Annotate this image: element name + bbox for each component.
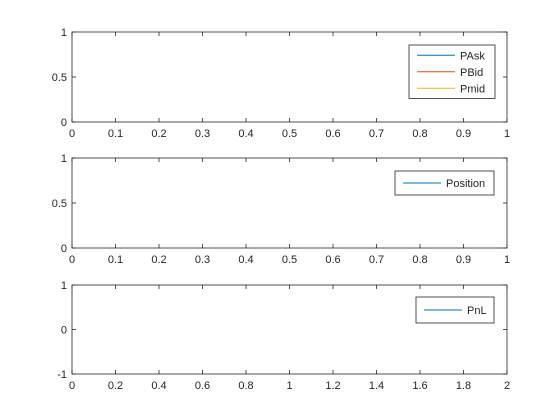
legend-label-pask: PAsk [460, 50, 485, 62]
legend-label-pbid: PBid [460, 67, 483, 79]
x-tick-label: 0.5 [282, 254, 297, 266]
x-tick-label: 0.9 [456, 254, 471, 266]
legend-label-position: Position [446, 178, 485, 190]
y-tick-label: 1 [61, 153, 67, 165]
x-tick-label: 0.8 [412, 128, 427, 140]
x-tick-label: 1.4 [369, 380, 384, 392]
x-tick-label: 0.1 [108, 254, 123, 266]
x-tick-label: 0.3 [195, 128, 210, 140]
legend: PAsk PBid Pmid [408, 44, 496, 99]
x-tick-label: 0.3 [195, 254, 210, 266]
x-tick-label: 0.2 [151, 254, 166, 266]
x-tick-label: 0.6 [325, 128, 340, 140]
y-tick-label: 0.5 [52, 198, 67, 210]
y-tick-label: -1 [57, 369, 67, 381]
legend: Position [394, 170, 495, 196]
y-tick-label: 1 [61, 27, 67, 39]
x-tick-label: 2 [504, 380, 510, 392]
y-tick-label: 0 [61, 117, 67, 129]
x-tick-label: 1 [504, 254, 510, 266]
subplot-2: 0 0.1 0.2 0.3 0.4 0.5 0.6 0.7 0.8 0.9 1 0 0.5 1 Positi… [52, 153, 510, 266]
x-tick-label: 0 [69, 380, 75, 392]
y-tick-label: 0.5 [52, 72, 67, 84]
x-tick-label: 0.8 [412, 254, 427, 266]
y-tick-label: 1 [61, 280, 67, 292]
y-tick-label: 0 [61, 325, 67, 337]
x-tick-label: 0.5 [282, 128, 297, 140]
x-tick-label: 0.1 [108, 128, 123, 140]
x-tick-label: 1.6 [412, 380, 427, 392]
x-tick-label: 1.2 [325, 380, 340, 392]
x-tick-label: 0.4 [238, 128, 253, 140]
y-tick-label: 0 [61, 243, 67, 255]
x-tick-label: 0 [69, 128, 75, 140]
x-tick-label: 1 [504, 128, 510, 140]
legend-label-pmid: Pmid [460, 83, 485, 95]
x-tick-label: 0.9 [456, 128, 471, 140]
x-tick-label: 0.6 [195, 380, 210, 392]
x-tick-label: 1.8 [456, 380, 471, 392]
x-tick-label: 1 [286, 380, 292, 392]
x-tick-label: 0 [69, 254, 75, 266]
legend-label-pnl: PnL [467, 305, 487, 317]
x-tick-label: 0.7 [369, 128, 384, 140]
x-tick-label: 0.4 [151, 380, 166, 392]
x-tick-label: 0.6 [325, 254, 340, 266]
legend: PnL [415, 296, 495, 324]
x-tick-label: 0.4 [238, 254, 253, 266]
x-tick-label: 0.2 [108, 380, 123, 392]
x-tick-label: 0.7 [369, 254, 384, 266]
x-tick-label: 0.2 [151, 128, 166, 140]
x-tick-label: 0.8 [238, 380, 253, 392]
subplot-1: 0 0.1 0.2 0.3 0.4 0.5 0.6 0.7 0.8 0.9 1 0 0.5 1 PAsk PB… [52, 27, 510, 140]
